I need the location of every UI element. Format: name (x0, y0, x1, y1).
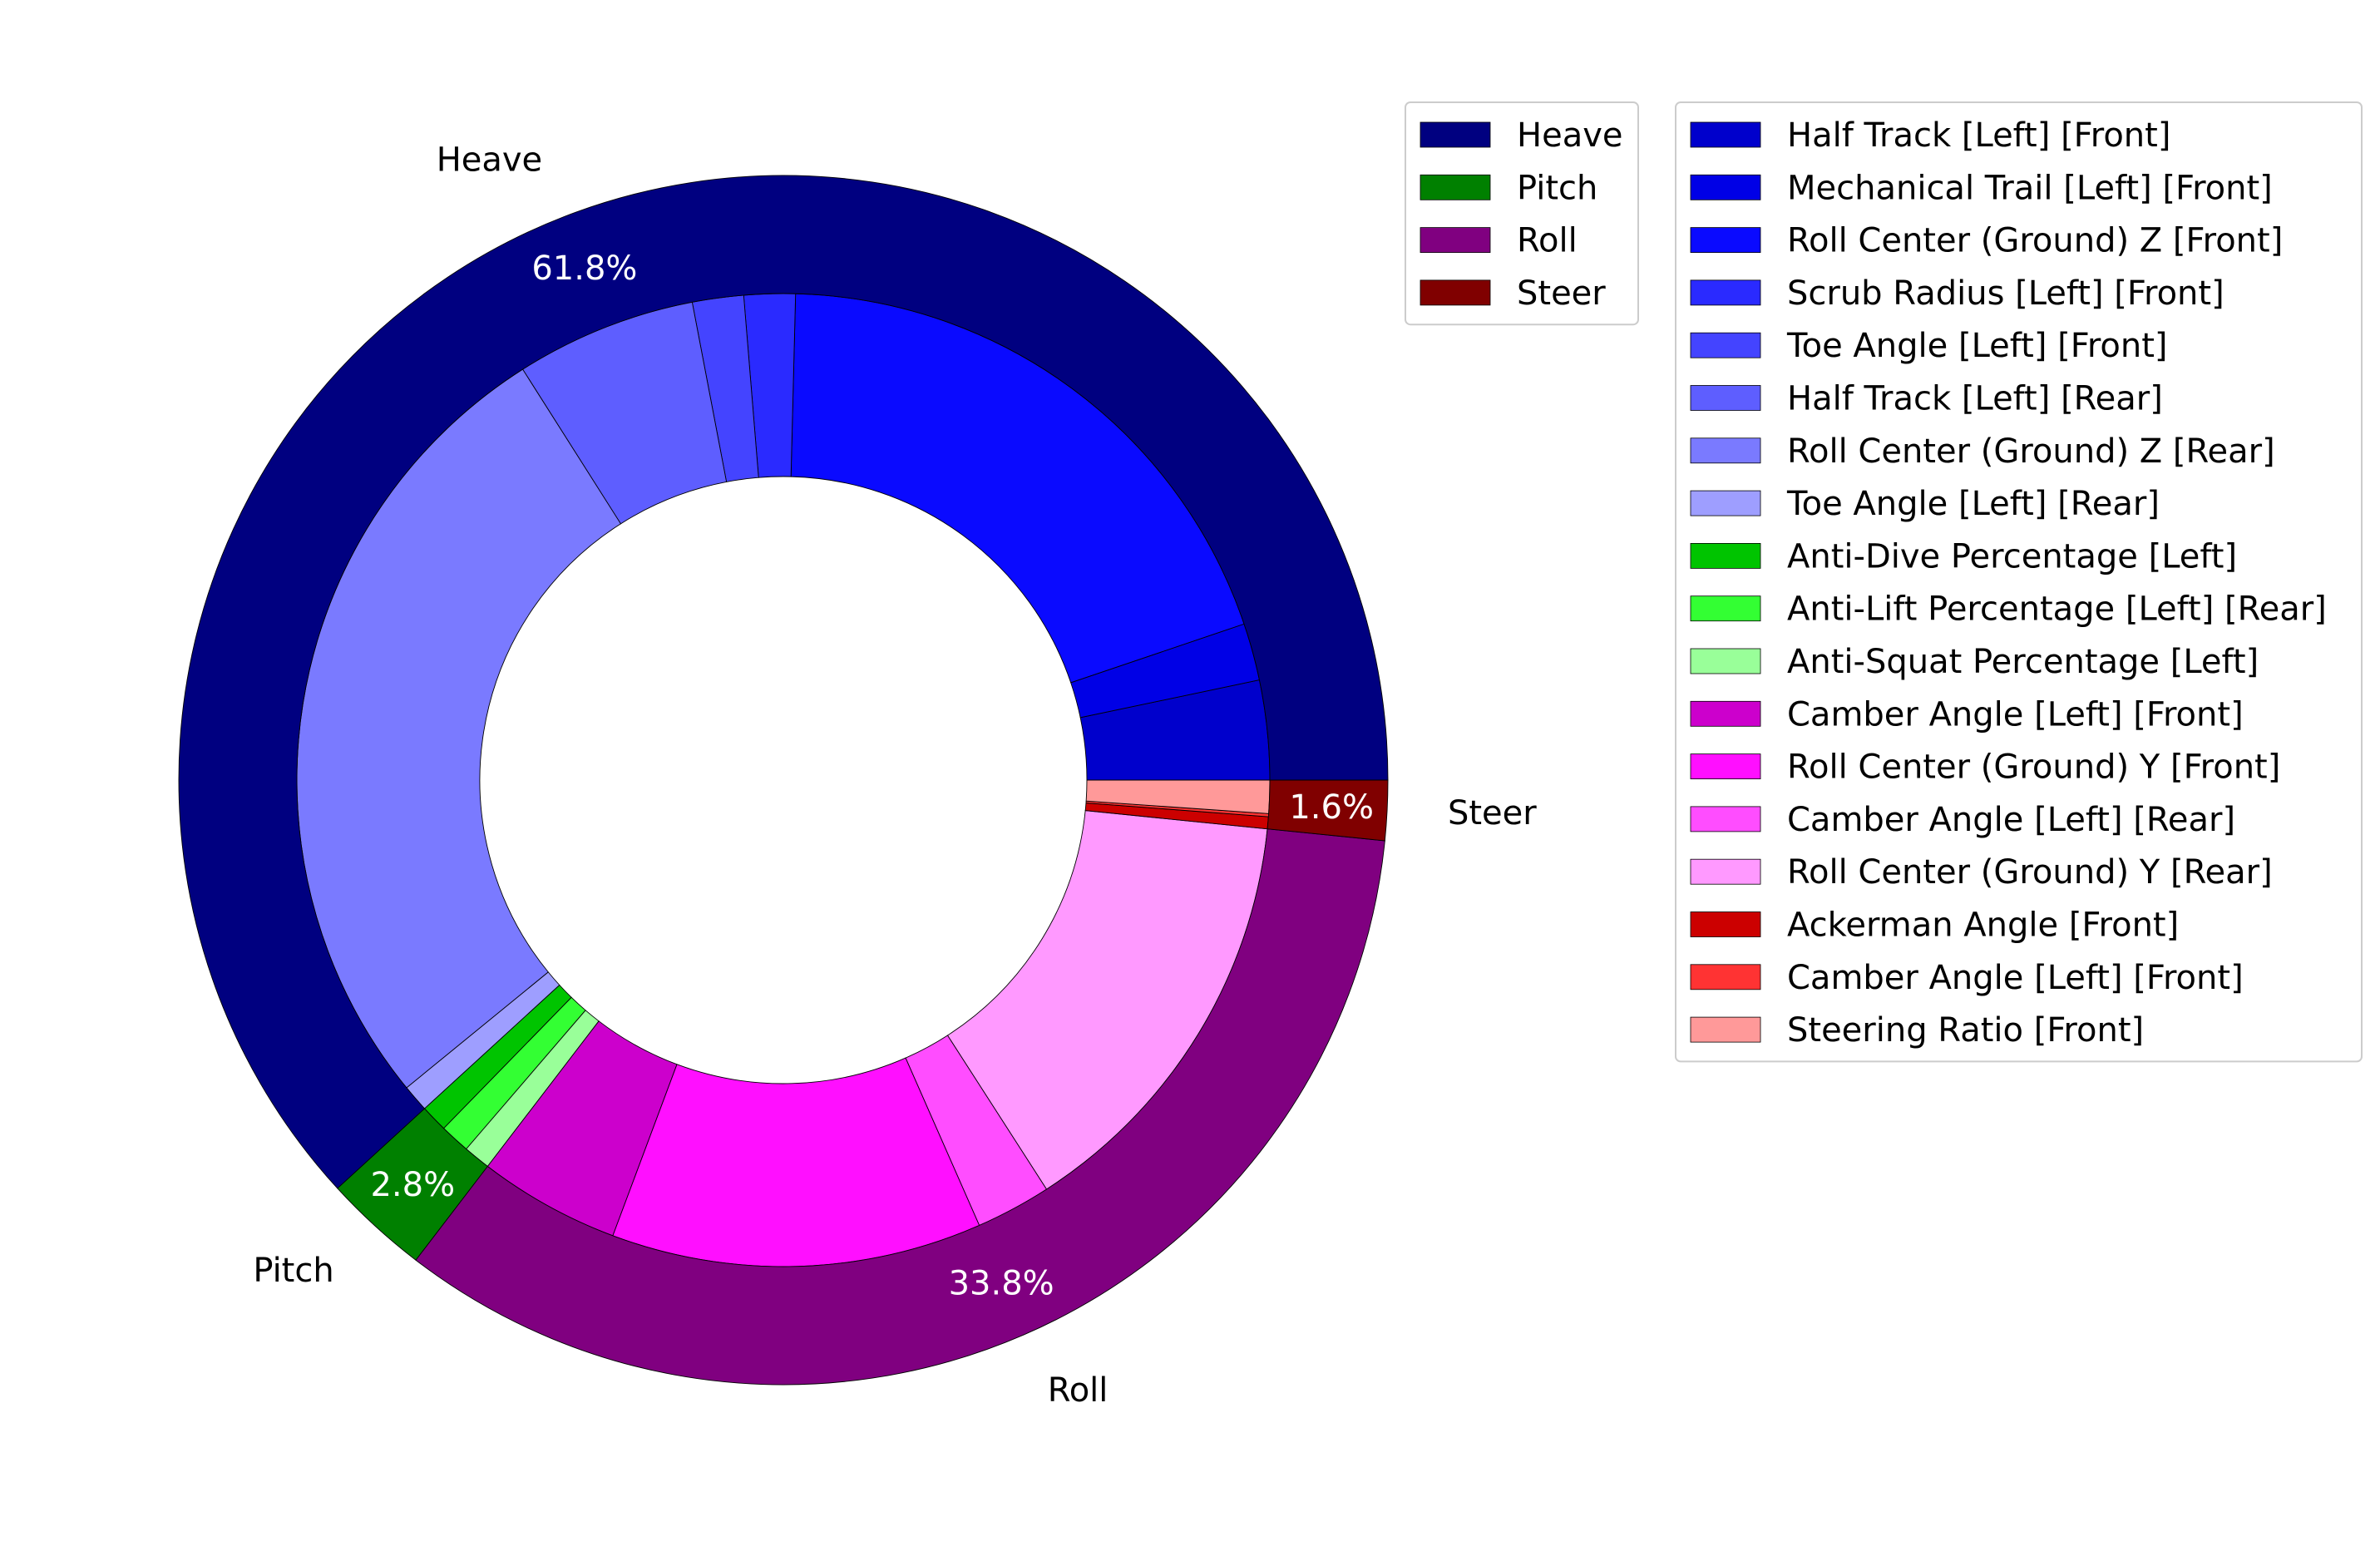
legend-label-toe-angle-left-rear: Toe Angle [Left] [Rear] (1786, 485, 2160, 523)
legend-label-heave: Heave (1517, 116, 1622, 155)
outer-legend: Heave Pitch Roll Steer (1405, 101, 1639, 326)
legend-swatch-anti-squat-percentage-left (1690, 648, 1761, 674)
group-label-roll: Roll (1048, 1371, 1109, 1410)
legend-swatch-anti-lift-percentage-left-rear (1690, 595, 1761, 622)
legend-swatch-camber-angle-left-front (1690, 700, 1761, 727)
legend-swatch-toe-angle-left-front (1690, 332, 1761, 358)
legend-label-ackerman-angle-front: Ackerman Angle [Front] (1787, 906, 2179, 945)
legend-label-anti-lift-percentage-left-rear: Anti-Lift Percentage [Left] [Rear] (1787, 590, 2327, 629)
legend-label-scrub-radius-left-front: Scrub Radius [Left] [Front] (1787, 274, 2224, 313)
legend-label-roll-center-ground-z-front: Roll Center (Ground) Z [Front] (1787, 222, 2283, 260)
legend-swatch-toe-angle-left-rear (1690, 490, 1761, 516)
legend-swatch-heave (1420, 121, 1491, 148)
legend-label-toe-angle-left-front: Toe Angle [Left] [Front] (1786, 327, 2168, 365)
legend-label-steering-ratio-front: Steering Ratio [Front] (1787, 1011, 2144, 1050)
legend-swatch-roll-center-ground-y-rear (1690, 858, 1761, 885)
group-label-pitch: Pitch (253, 1252, 333, 1290)
legend-swatch-scrub-radius-left-front (1690, 279, 1761, 306)
legend-swatch-half-track-left-front (1690, 121, 1761, 148)
legend-swatch-roll-center-ground-z-front (1690, 227, 1761, 254)
outer-slice-heave (178, 175, 1389, 1189)
legend-swatch-pitch (1420, 174, 1491, 200)
legend-swatch-steer (1420, 279, 1491, 306)
legend-swatch-mechanical-trail-left-front (1690, 174, 1761, 200)
legend-label-anti-dive-percentage-left: Anti-Dive Percentage [Left] (1787, 537, 2237, 575)
legend-label-camber-angle-left-front: Camber Angle [Left] [Front] (1787, 959, 2244, 997)
legend-label-roll-center-ground-y-front: Roll Center (Ground) Y [Front] (1787, 748, 2280, 787)
pct-label-steer: 1.6% (1289, 788, 1374, 827)
inner-ring (296, 293, 1271, 1267)
group-label-steer: Steer (1448, 794, 1537, 832)
legend-swatch-ackerman-angle-front (1690, 911, 1761, 937)
legend-swatch-roll-center-ground-y-front (1690, 753, 1761, 779)
legend-swatch-anti-dive-percentage-left (1690, 543, 1761, 569)
legend-label-mechanical-trail-left-front: Mechanical Trail [Left] [Front] (1787, 169, 2273, 207)
inner-legend: Half Track [Left] [Front] Mechanical Trai… (1675, 101, 2363, 1063)
pct-label-roll: 33.8% (949, 1265, 1054, 1303)
legend-label-half-track-left-front: Half Track [Left] [Front] (1787, 116, 2170, 155)
outer-legend-frame (1405, 101, 1639, 326)
pct-label-pitch: 2.8% (370, 1166, 455, 1204)
legend-label-anti-squat-percentage-left: Anti-Squat Percentage [Left] (1787, 643, 2259, 681)
legend-swatch-roll-center-ground-z-rear (1690, 437, 1761, 464)
legend-label-half-track-left-rear: Half Track [Left] [Rear] (1787, 380, 2163, 418)
outer-ring-labels: 61.8% Heave 2.8% Pitch 33.8% Roll 1.6% Steer (253, 141, 1537, 1410)
legend-label-roll: Roll (1517, 222, 1578, 260)
inner-legend-frame (1675, 101, 2363, 1063)
legend-swatch-camber-angle-left-front (1690, 964, 1761, 990)
outer-ring (178, 175, 1389, 1386)
legend-label-camber-angle-left-rear: Camber Angle [Left] [Rear] (1787, 801, 2235, 839)
legend-label-roll-center-ground-y-rear: Roll Center (Ground) Y [Rear] (1787, 853, 2273, 892)
legend-swatch-camber-angle-left-rear (1690, 806, 1761, 832)
legend-label-pitch: Pitch (1517, 169, 1597, 207)
legend-label-camber-angle-left-front: Camber Angle [Left] [Front] (1787, 695, 2244, 734)
legend-label-roll-center-ground-z-rear: Roll Center (Ground) Z [Rear] (1787, 432, 2275, 471)
legend-swatch-steering-ratio-front (1690, 1016, 1761, 1043)
legend-swatch-half-track-left-rear (1690, 385, 1761, 411)
group-label-heave: Heave (437, 141, 542, 179)
outer-slice-roll (415, 828, 1385, 1386)
outer-slice-steer (1267, 779, 1389, 842)
legend-swatch-roll (1420, 227, 1491, 254)
legend-label-steer: Steer (1517, 274, 1606, 313)
pct-label-heave: 61.8% (531, 249, 637, 288)
